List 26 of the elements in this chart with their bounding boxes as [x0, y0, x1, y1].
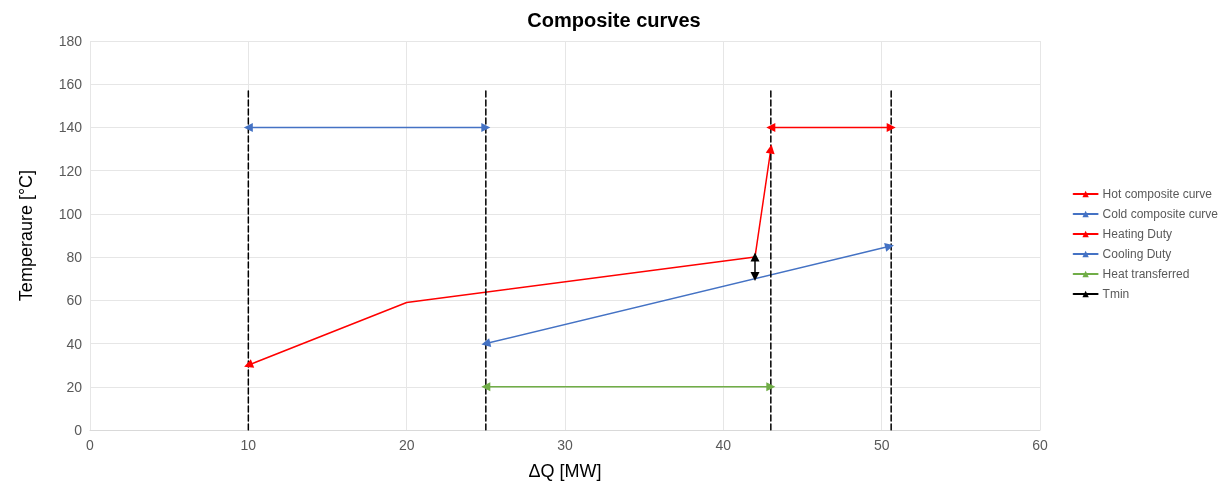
x-tick-label: 30	[557, 437, 573, 453]
y-tick-label: 80	[66, 249, 83, 266]
y-tick-label: 100	[58, 205, 83, 222]
x-tick-label: 10	[240, 437, 257, 453]
legend-label: Heat transferred	[1102, 267, 1190, 281]
y-axis-title: Temperaure [°C]	[16, 169, 36, 302]
y-tick-label: 0	[74, 422, 83, 438]
y-tick-label: 120	[58, 162, 83, 179]
y-tick-label: 140	[58, 119, 83, 136]
y-tick-label: 180	[58, 33, 83, 49]
x-tick-label: 50	[873, 437, 890, 453]
x-tick-label: 0	[86, 437, 95, 453]
legend-label: Cooling Duty	[1102, 247, 1172, 261]
y-tick-label: 60	[66, 292, 83, 309]
x-tick-label: 40	[715, 437, 732, 453]
legend-label: Heating Duty	[1102, 227, 1172, 241]
legend-label: Hot composite curve	[1102, 187, 1213, 201]
x-tick-label: 20	[398, 437, 415, 453]
x-axis-title: ΔQ [MW]	[528, 461, 602, 481]
chart-title: Composite curves	[527, 9, 701, 31]
y-tick-label: 160	[58, 76, 83, 93]
legend-label: Cold composite curve	[1102, 207, 1219, 221]
x-tick-label: 60	[1032, 437, 1048, 453]
legend-label: Tmin	[1102, 287, 1130, 301]
y-tick-label: 20	[66, 378, 83, 395]
y-tick-label: 40	[66, 335, 83, 352]
